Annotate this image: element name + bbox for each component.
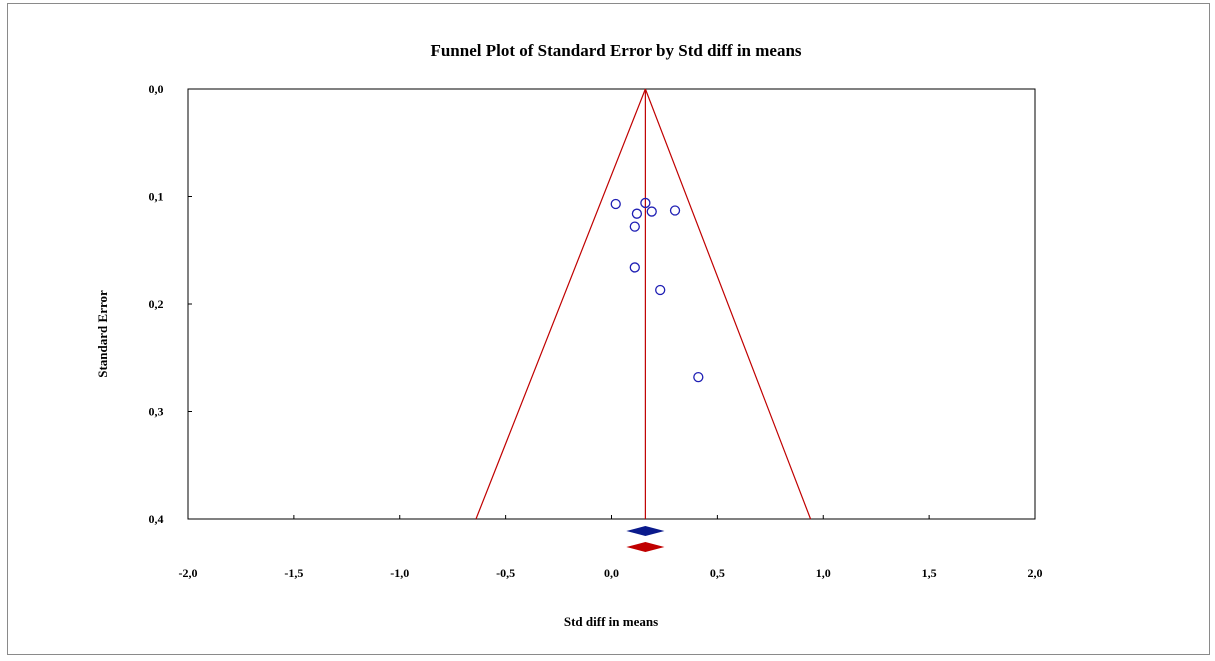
plot-area xyxy=(187,88,1036,520)
y-tick-label: 0,2 xyxy=(149,297,164,311)
funnel-left-line xyxy=(475,88,646,520)
x-tick-label: 0,0 xyxy=(604,566,619,580)
y-tick-label: 0,0 xyxy=(149,82,164,96)
x-tick-label: 0,5 xyxy=(710,566,725,580)
study-point-5 xyxy=(669,205,681,216)
study-point-3 xyxy=(631,208,643,219)
summary-diamonds xyxy=(626,526,665,552)
study-point-2 xyxy=(640,197,651,209)
study-point-7 xyxy=(629,262,640,273)
x-tick-label: 1,0 xyxy=(816,566,831,580)
funnel-lines xyxy=(475,88,812,520)
x-tick-label: 1,5 xyxy=(922,566,937,580)
x-axis-label: Std diff in means xyxy=(564,614,658,629)
chart-title: Funnel Plot of Standard Error by Std dif… xyxy=(430,41,801,60)
study-point-8 xyxy=(655,284,666,296)
y-axis: 0,0 0,1 0,2 0,3 0,4 xyxy=(149,82,192,526)
funnel-right-line xyxy=(644,88,812,520)
x-tick-label: 2,0 xyxy=(1028,566,1043,580)
study-point-6 xyxy=(629,221,640,232)
y-tick-label: 0,3 xyxy=(149,405,164,419)
study-point-4 xyxy=(646,206,657,217)
study-point-9 xyxy=(693,371,704,383)
x-tick-label: -1,0 xyxy=(390,566,409,580)
y-tick-label: 0,4 xyxy=(149,512,164,526)
study-points xyxy=(610,197,704,383)
study-point-1 xyxy=(610,198,621,210)
x-tick-label: -2,0 xyxy=(179,566,198,580)
chart-frame: Funnel Plot of Standard Error by Std dif… xyxy=(7,3,1210,655)
y-axis-label: Standard Error xyxy=(95,290,110,378)
x-tick-label: -1,5 xyxy=(284,566,303,580)
y-tick-label: 0,1 xyxy=(149,190,164,204)
x-axis: -2,0 -1,5 -1,0 -0,5 0,0 0,5 1,0 1,5 2,0 xyxy=(179,515,1043,580)
summary-diamond-2 xyxy=(626,542,665,552)
summary-diamond-1 xyxy=(626,526,665,536)
funnel-plot: Funnel Plot of Standard Error by Std dif… xyxy=(95,41,1043,629)
x-tick-label: -0,5 xyxy=(496,566,515,580)
